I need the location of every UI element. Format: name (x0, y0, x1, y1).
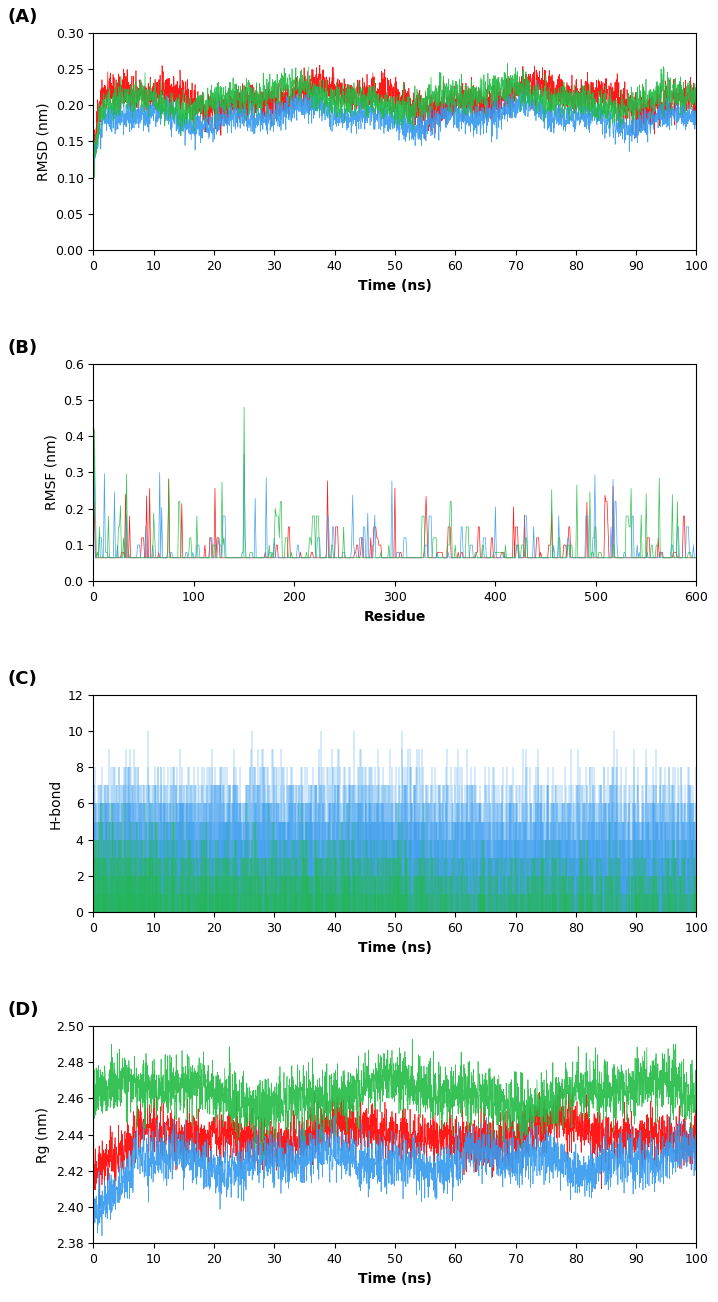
Text: (D): (D) (7, 1001, 39, 1019)
Text: (A): (A) (7, 8, 37, 26)
Text: (C): (C) (7, 671, 37, 687)
X-axis label: Time (ns): Time (ns) (358, 1272, 432, 1285)
X-axis label: Time (ns): Time (ns) (358, 940, 432, 954)
Y-axis label: H-bond: H-bond (48, 779, 62, 828)
X-axis label: Time (ns): Time (ns) (358, 279, 432, 293)
Y-axis label: RMSD (nm): RMSD (nm) (36, 102, 50, 181)
Y-axis label: RMSF (nm): RMSF (nm) (44, 435, 58, 510)
Y-axis label: Rg (nm): Rg (nm) (36, 1107, 50, 1163)
X-axis label: Residue: Residue (364, 609, 426, 624)
Text: (B): (B) (7, 339, 37, 357)
